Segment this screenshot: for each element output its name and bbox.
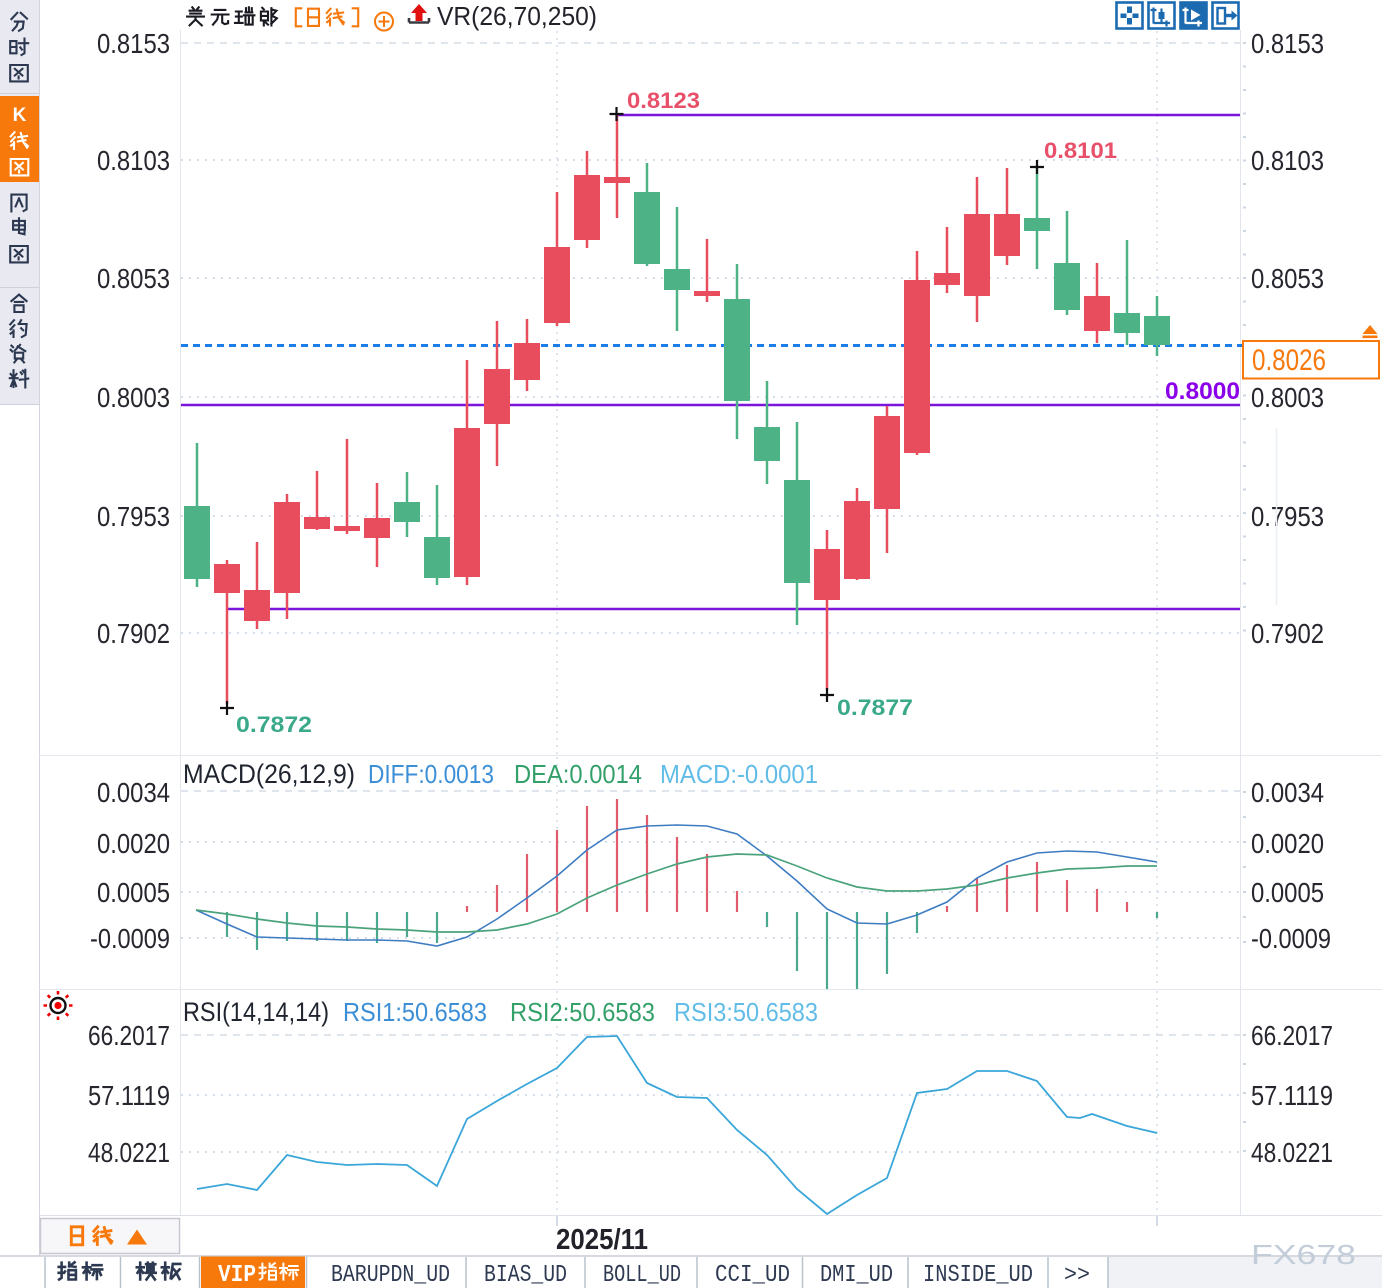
- svg-text:0.7877: 0.7877: [837, 695, 913, 720]
- svg-text:DMI_UD: DMI_UD: [820, 1262, 893, 1288]
- svg-text:>>: >>: [1064, 1262, 1090, 1288]
- svg-text:0.8053: 0.8053: [1251, 263, 1324, 294]
- svg-text:BIAS_UD: BIAS_UD: [484, 1262, 567, 1288]
- svg-text:-0.0009: -0.0009: [1251, 923, 1331, 954]
- svg-text:MACD(26,12,9): MACD(26,12,9): [183, 759, 355, 789]
- svg-text:0.8003: 0.8003: [97, 382, 170, 413]
- svg-text:0.8123: 0.8123: [627, 88, 700, 113]
- svg-text:0.0005: 0.0005: [97, 877, 170, 908]
- svg-text:RSI1:50.6583: RSI1:50.6583: [343, 997, 487, 1027]
- svg-text:MACD:-0.0001: MACD:-0.0001: [660, 759, 818, 789]
- svg-text:0.0020: 0.0020: [1251, 828, 1324, 859]
- svg-text:0.8026: 0.8026: [1252, 344, 1326, 377]
- svg-text:0.8101: 0.8101: [1044, 138, 1117, 163]
- svg-text:RSI2:50.6583: RSI2:50.6583: [510, 997, 655, 1027]
- svg-text:0.7953: 0.7953: [1251, 501, 1324, 532]
- svg-text:66.2017: 66.2017: [88, 1020, 170, 1051]
- svg-text:0.0020: 0.0020: [97, 828, 170, 859]
- svg-text:BARUPDN_UD: BARUPDN_UD: [331, 1262, 450, 1288]
- svg-text:BOLL_UD: BOLL_UD: [603, 1262, 681, 1288]
- svg-text:0.8103: 0.8103: [1251, 145, 1324, 176]
- svg-text:0.7953: 0.7953: [97, 501, 170, 532]
- svg-text:0.7872: 0.7872: [236, 712, 312, 737]
- svg-text:DEA:0.0014: DEA:0.0014: [514, 759, 642, 789]
- svg-text:INSIDE_UD: INSIDE_UD: [923, 1262, 1033, 1288]
- svg-text:VR(26,70,250): VR(26,70,250): [437, 1, 597, 31]
- svg-text:0.7902: 0.7902: [97, 618, 170, 649]
- svg-text:48.0221: 48.0221: [88, 1137, 170, 1168]
- svg-text:0.8153: 0.8153: [1251, 28, 1324, 59]
- svg-text:DIFF:0.0013: DIFF:0.0013: [368, 759, 494, 789]
- svg-text:0.7902: 0.7902: [1251, 618, 1324, 649]
- svg-text:0.0005: 0.0005: [1251, 877, 1324, 908]
- svg-text:RSI3:50.6583: RSI3:50.6583: [674, 997, 818, 1027]
- svg-text:RSI(14,14,14): RSI(14,14,14): [183, 997, 329, 1027]
- svg-text:0.8000: 0.8000: [1165, 378, 1240, 405]
- svg-text:-0.0009: -0.0009: [90, 923, 170, 954]
- svg-text:0.0034: 0.0034: [97, 777, 170, 808]
- svg-text:K: K: [13, 105, 27, 126]
- svg-text:VIP: VIP: [218, 1262, 256, 1288]
- svg-text:66.2017: 66.2017: [1251, 1020, 1333, 1051]
- svg-text:CCI_UD: CCI_UD: [715, 1262, 790, 1288]
- svg-text:FX678: FX678: [1251, 1239, 1356, 1270]
- svg-text:0.8103: 0.8103: [97, 145, 170, 176]
- svg-text:0.8153: 0.8153: [97, 28, 170, 59]
- svg-text:57.1119: 57.1119: [1251, 1080, 1333, 1111]
- svg-text:0.8053: 0.8053: [97, 263, 170, 294]
- svg-text:57.1119: 57.1119: [88, 1080, 170, 1111]
- svg-text:0.0034: 0.0034: [1251, 777, 1324, 808]
- svg-text:0.8003: 0.8003: [1251, 382, 1324, 413]
- svg-text:48.0221: 48.0221: [1251, 1137, 1333, 1168]
- svg-text:2025/11: 2025/11: [556, 1224, 648, 1256]
